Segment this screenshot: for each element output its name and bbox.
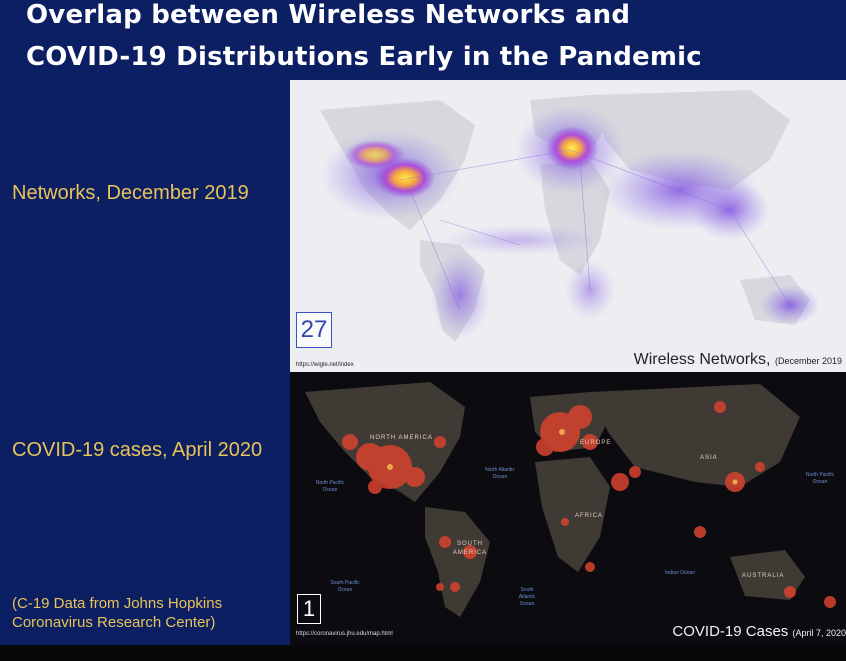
covid-cases-map-graphic — [290, 372, 846, 645]
covid-cases-caption-date: (April 7, 2020 — [792, 628, 846, 638]
ocean-label-south-pacific: South Pacific Ocean — [330, 580, 360, 593]
map-page-number-27: 27 — [296, 312, 332, 348]
wireless-networks-caption-date: (December 2019 — [774, 356, 842, 366]
region-label-europe: EUROPE — [580, 440, 612, 446]
slide-title-line-1: Overlap between Wireless Networks and — [26, 0, 631, 30]
covid-cases-caption-main: COVID-19 Cases — [672, 623, 789, 640]
wireless-networks-caption: Wireless Networks, (December 2019 — [634, 351, 842, 369]
region-label-south-america: SOUTH AMERICA — [452, 541, 488, 556]
data-source-note-line-2: Coronavirus Research Center) — [12, 614, 216, 631]
jhu-source-link[interactable]: https://coronavirus.jhu.edu/map.html — [296, 631, 393, 637]
bottom-bar — [0, 645, 846, 661]
ocean-label-south-atlantic: South Atlantic Ocean — [518, 587, 536, 607]
slide: Overlap between Wireless Networks and CO… — [0, 0, 846, 645]
ocean-label-indian: Indian Ocean — [665, 570, 695, 576]
wireless-networks-map: 27 https://wigle.net/index Wireless Netw… — [290, 80, 846, 372]
wireless-networks-map-graphic — [290, 80, 846, 372]
wigle-source-link[interactable]: https://wigle.net/index — [296, 362, 354, 368]
slide-title-line-2: COVID-19 Distributions Early in the Pand… — [26, 42, 702, 72]
networks-label: Networks, December 2019 — [12, 182, 249, 204]
wireless-networks-caption-main: Wireless Networks, — [633, 351, 771, 368]
ocean-label-north-pacific: North Pacific Ocean — [315, 480, 345, 493]
region-label-asia: ASIA — [700, 455, 718, 461]
region-label-australia: AUSTRALIA — [742, 573, 785, 579]
covid-cases-caption: COVID-19 Cases (April 7, 2020 — [672, 623, 846, 640]
covid-label: COVID-19 cases, April 2020 — [12, 439, 263, 461]
data-source-note-line-1: (C-19 Data from Johns Hopkins — [12, 595, 223, 612]
covid-cases-map: NORTH AMERICA SOUTH AMERICA EUROPE ASIA … — [290, 372, 846, 645]
ocean-label-north-atlantic: North Atlantic Ocean — [485, 467, 515, 480]
data-source-note: (C-19 Data from Johns Hopkins Coronaviru… — [12, 594, 222, 632]
region-label-africa: AFRICA — [575, 513, 604, 519]
map-page-number-1: 1 — [297, 594, 321, 624]
ocean-label-north-pacific-east: North Pacific Ocean — [805, 472, 835, 485]
region-label-north-america: NORTH AMERICA — [370, 435, 433, 441]
